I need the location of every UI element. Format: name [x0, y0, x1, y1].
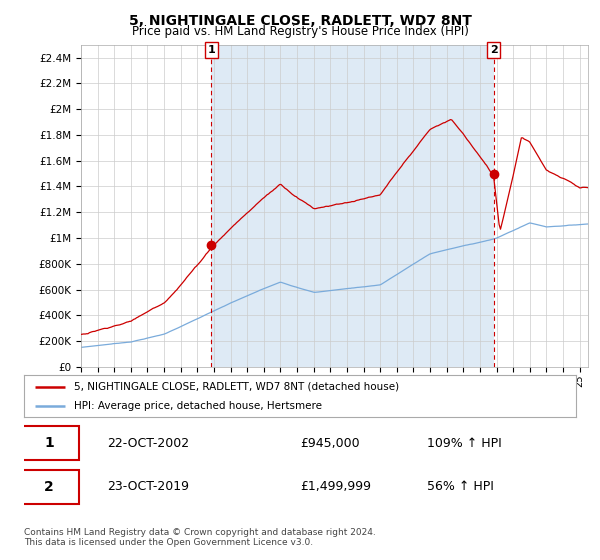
- Text: 5, NIGHTINGALE CLOSE, RADLETT, WD7 8NT: 5, NIGHTINGALE CLOSE, RADLETT, WD7 8NT: [128, 14, 472, 28]
- Text: 2: 2: [44, 480, 54, 494]
- FancyBboxPatch shape: [19, 470, 79, 504]
- Text: 2: 2: [490, 45, 497, 55]
- Text: £1,499,999: £1,499,999: [300, 480, 371, 493]
- Text: 56% ↑ HPI: 56% ↑ HPI: [427, 480, 494, 493]
- Bar: [211, 45, 494, 367]
- Text: 1: 1: [44, 436, 54, 450]
- Text: Contains HM Land Registry data © Crown copyright and database right 2024.
This d: Contains HM Land Registry data © Crown c…: [24, 528, 376, 547]
- Text: 22-OCT-2002: 22-OCT-2002: [107, 437, 189, 450]
- Text: HPI: Average price, detached house, Hertsmere: HPI: Average price, detached house, Hert…: [74, 401, 322, 411]
- Text: 1: 1: [208, 45, 215, 55]
- FancyBboxPatch shape: [19, 426, 79, 460]
- Text: Price paid vs. HM Land Registry's House Price Index (HPI): Price paid vs. HM Land Registry's House …: [131, 25, 469, 38]
- Text: 5, NIGHTINGALE CLOSE, RADLETT, WD7 8NT (detached house): 5, NIGHTINGALE CLOSE, RADLETT, WD7 8NT (…: [74, 381, 399, 391]
- Text: 23-OCT-2019: 23-OCT-2019: [107, 480, 189, 493]
- Text: 109% ↑ HPI: 109% ↑ HPI: [427, 437, 502, 450]
- Text: £945,000: £945,000: [300, 437, 359, 450]
